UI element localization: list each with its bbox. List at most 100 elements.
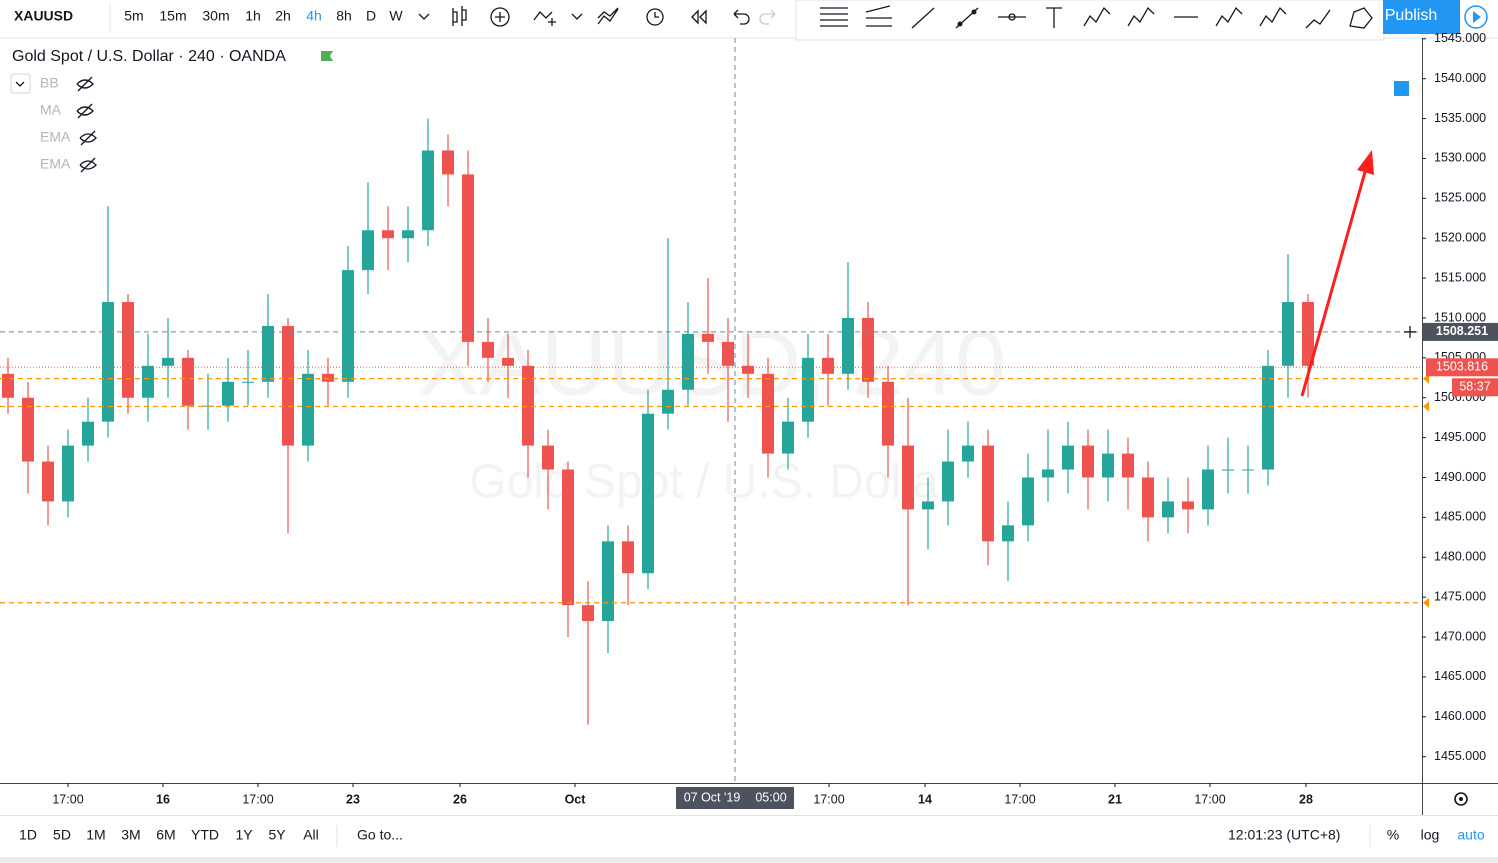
percent-toggle[interactable]: %: [1387, 827, 1399, 843]
scroll-badge[interactable]: [1394, 81, 1409, 96]
candle-body: [662, 389, 674, 414]
hidden-eye[interactable]: [76, 103, 94, 119]
countdown-box: [1452, 378, 1498, 397]
candle-body: [922, 501, 934, 510]
y-tick-label: 1455.000: [1434, 749, 1486, 763]
hidden-eye[interactable]: [79, 157, 97, 173]
interval[interactable]: 4h: [306, 8, 322, 24]
candle-body: [682, 333, 694, 390]
candle-body: [142, 365, 154, 398]
candle-body: [702, 333, 714, 342]
arrow-head: [1357, 150, 1374, 175]
candle-body: [582, 605, 594, 622]
collapse-icon: [15, 81, 25, 87]
candle-body: [122, 302, 134, 398]
candle-body: [102, 302, 114, 422]
candle-body: [362, 230, 374, 271]
clock: 12:01:23 (UTC+8): [1228, 827, 1340, 843]
y-tick-label: 1540.000: [1434, 71, 1486, 85]
chart-legend-title: Gold Spot / U.S. Dollar · 240 · OANDA: [12, 48, 286, 65]
interval[interactable]: W: [389, 8, 403, 24]
range-button[interactable]: All: [303, 827, 319, 843]
settings[interactable]: [1454, 792, 1468, 806]
interval-dropdown[interactable]: [418, 13, 430, 20]
drawing-tools[interactable]: [820, 5, 1373, 29]
interval[interactable]: 2h: [275, 8, 291, 24]
plot: [0, 38, 1422, 783]
range-button[interactable]: 6M: [156, 827, 175, 843]
x-tick-label: 17:00: [52, 792, 83, 806]
x-tick-label: 17:00: [1004, 792, 1035, 806]
y-tick-label: 1545.000: [1434, 31, 1486, 45]
candle-body: [742, 365, 754, 374]
interval[interactable]: 8h: [336, 8, 352, 24]
interval[interactable]: 1h: [245, 8, 261, 24]
candle-body: [182, 357, 194, 406]
candle-body: [1102, 453, 1114, 478]
publish-button[interactable]: [1383, 0, 1460, 34]
candle-body: [402, 230, 414, 239]
candle-body: [1002, 525, 1014, 542]
range-button[interactable]: 1M: [86, 827, 105, 843]
goto-button[interactable]: Go to...: [357, 827, 403, 843]
crosshair-time-box: [676, 787, 794, 809]
drawing-toolbar: [795, 0, 1385, 41]
level-marker: [1423, 597, 1429, 608]
candle-body: [862, 317, 874, 382]
x-tick-label: 17:00: [813, 792, 844, 806]
indicator: EMA: [40, 129, 71, 145]
hidden-eye[interactable]: [79, 130, 97, 146]
candle-body: [502, 357, 514, 366]
candle-body: [1122, 453, 1134, 478]
range-button[interactable]: 5D: [53, 827, 71, 843]
x-tick-label: 17:00: [242, 792, 273, 806]
trend-arrow: [1300, 171, 1367, 397]
candle-body: [62, 445, 74, 502]
candle-body: [22, 397, 34, 462]
interval[interactable]: 5m: [124, 8, 143, 24]
candle-body: [382, 230, 394, 239]
y-tick-label: 1475.000: [1434, 589, 1486, 603]
x-tick-label: 16: [156, 792, 170, 806]
last-price-label: 1503.816: [1436, 360, 1488, 374]
candle-body: [722, 341, 734, 366]
candle-body: [482, 341, 494, 358]
range-button[interactable]: 3M: [121, 827, 140, 843]
toolbar-icons[interactable]: [452, 6, 776, 27]
y-tick-label: 1470.000: [1434, 629, 1486, 643]
y-tick-label: 1525.000: [1434, 191, 1486, 205]
crosshair-cursor: [1404, 325, 1416, 338]
candle-body: [1022, 477, 1034, 526]
interval[interactable]: D: [366, 8, 376, 24]
candle-body: [642, 413, 654, 574]
crosshair-price-box: [1423, 322, 1498, 341]
legend-collapse[interactable]: [10, 73, 31, 94]
hidden-eye[interactable]: [76, 76, 94, 92]
candle-body: [602, 541, 614, 622]
candle-body: [262, 325, 274, 382]
range-button[interactable]: 1D: [19, 827, 37, 843]
auto-toggle[interactable]: auto: [1457, 827, 1484, 843]
range-button[interactable]: 1Y: [235, 827, 253, 843]
candle-body: [942, 461, 954, 502]
x-tick-label: 21: [1108, 792, 1122, 806]
symbol[interactable]: XAUUSD: [14, 8, 73, 24]
indicator: MA: [40, 102, 62, 118]
range-button[interactable]: YTD: [191, 827, 219, 843]
publish-label[interactable]: Publish: [1385, 7, 1437, 24]
y-tick-label: 1480.000: [1434, 550, 1486, 564]
footer-strip: [0, 857, 1498, 863]
candle-body: [422, 150, 434, 231]
replay-button[interactable]: [1464, 5, 1488, 29]
candle-body: [1042, 469, 1054, 478]
level-marker: [1423, 401, 1429, 412]
log-toggle[interactable]: log: [1421, 827, 1440, 843]
x-tick-label: 28: [1299, 792, 1313, 806]
crosshair-date-label: 07 Oct '19: [684, 790, 741, 804]
indicator: BB: [40, 75, 59, 91]
y-tick-label: 1535.000: [1434, 111, 1486, 125]
interval[interactable]: 15m: [159, 8, 186, 24]
range-button[interactable]: 5Y: [268, 827, 286, 843]
interval[interactable]: 30m: [202, 8, 229, 24]
